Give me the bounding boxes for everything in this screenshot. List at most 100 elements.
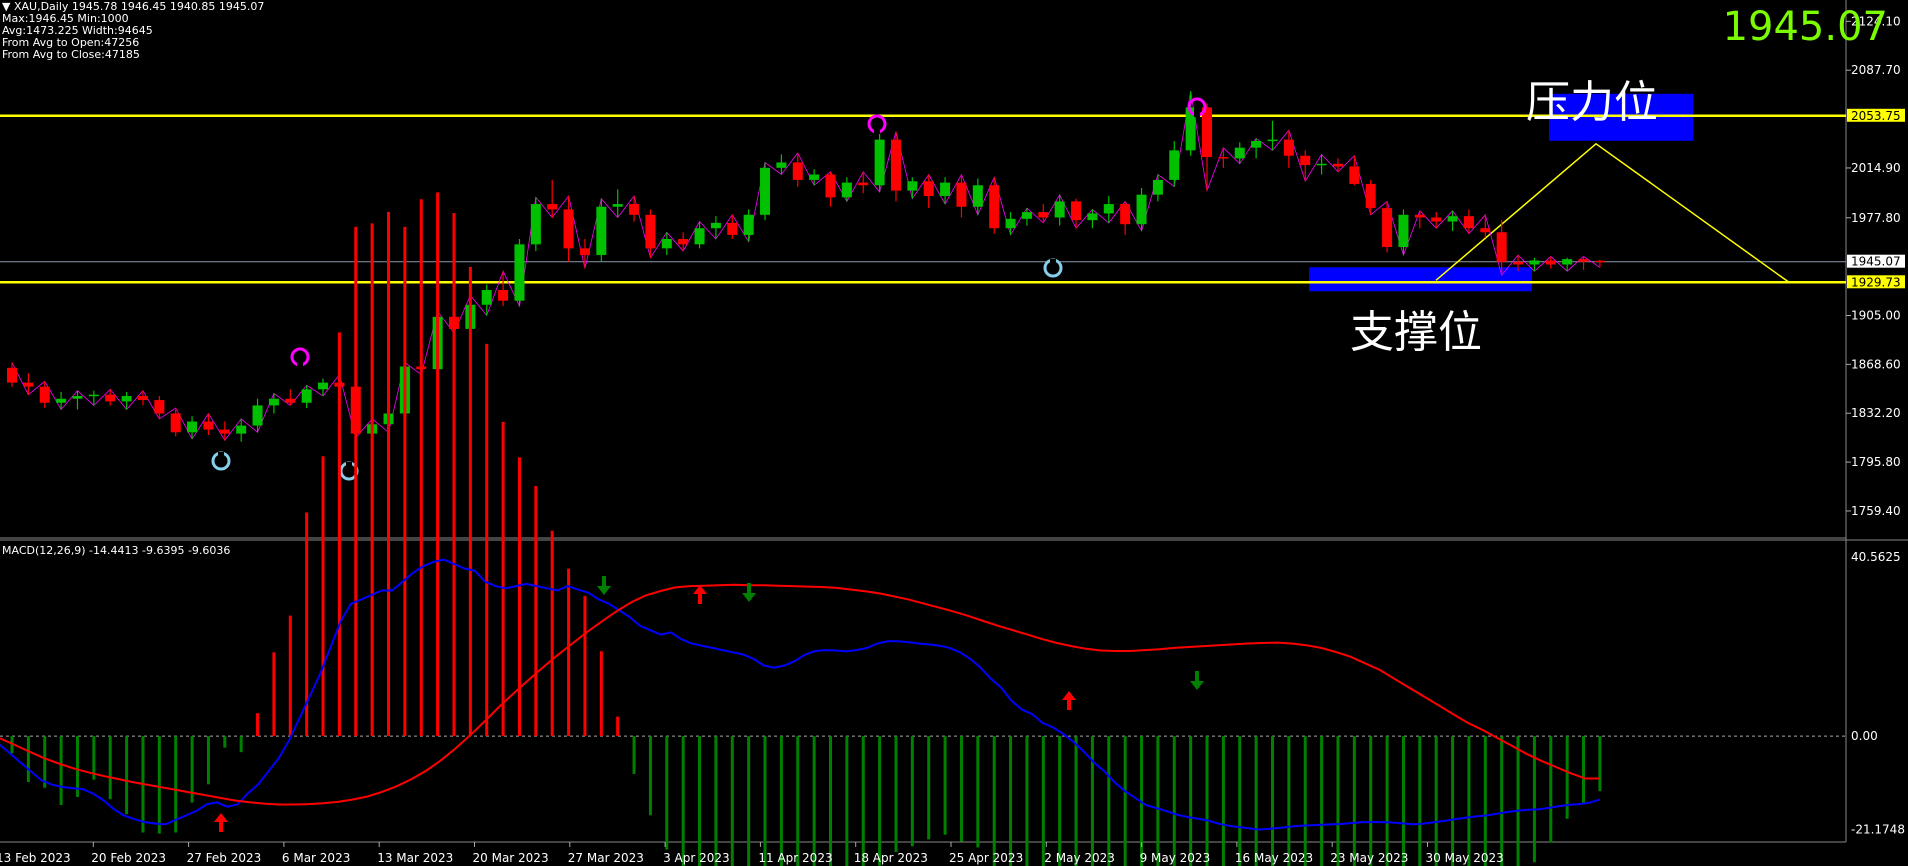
candle-body (825, 174, 836, 198)
time-tick-label: 13 Mar 2023 (377, 851, 453, 865)
candle-body (23, 382, 34, 387)
candle-body (579, 248, 590, 256)
zigzag-path (11, 91, 1601, 442)
candle-body (858, 182, 869, 186)
time-tick-label: 11 Apr 2023 (758, 851, 832, 865)
candle-body (1480, 228, 1491, 233)
candle-body (645, 214, 656, 249)
macd-buy-arrow-head (214, 813, 228, 822)
fractal-high-marker (1187, 97, 1207, 117)
fractal-high-marker-gap (1194, 107, 1200, 117)
candle-body (710, 222, 721, 229)
macd-buy-arrow (1062, 691, 1076, 710)
candle-body (956, 182, 967, 207)
candle-body (1103, 204, 1114, 214)
symbol-header: ▼ XAU,Daily 1945.78 1946.45 1940.85 1945… (2, 0, 265, 13)
macd-buy-arrow-head (693, 585, 707, 594)
macd-tick-label: 40.5625 (1851, 550, 1901, 564)
time-tick-label: 6 Mar 2023 (282, 851, 350, 865)
price-tag-bg (1847, 275, 1905, 289)
price-tick-label: 1977.80 (1851, 211, 1901, 225)
candle-body (678, 238, 689, 245)
candle-body (1365, 183, 1376, 209)
candle-body (1005, 218, 1016, 229)
candle-body (268, 398, 279, 406)
price-tick-label: 1868.60 (1851, 357, 1901, 371)
candle-body (1414, 214, 1425, 218)
time-tick-label: 30 May 2023 (1426, 851, 1504, 865)
fractal-low-marker-gap (1050, 259, 1056, 269)
candle-body (154, 400, 165, 414)
price-tick-label: 2087.70 (1851, 63, 1901, 77)
candle-body (203, 421, 214, 430)
candle-body (874, 139, 885, 186)
fractal-high-marker (290, 347, 310, 367)
candle-body (1087, 213, 1098, 221)
candle-body (1562, 259, 1573, 265)
support-zone (1309, 267, 1532, 292)
price-tick-label: 2014.90 (1851, 161, 1901, 175)
candle-body (727, 222, 738, 235)
candle-body (1136, 194, 1147, 225)
time-tick-label: 23 May 2023 (1330, 851, 1408, 865)
time-tick-label: 20 Feb 2023 (91, 851, 166, 865)
candle-body (890, 139, 901, 191)
macd-sell-arrow-head (742, 593, 756, 602)
time-tick-label: 27 Mar 2023 (568, 851, 644, 865)
resistance-label: 压力位 (1526, 77, 1658, 128)
support-label: 支撑位 (1350, 307, 1482, 358)
candle-body (1316, 163, 1327, 166)
time-tick-label: 3 Apr 2023 (663, 851, 730, 865)
candle-body (1202, 107, 1213, 158)
candle-body (923, 181, 934, 197)
macd-buy-arrow-head (1062, 691, 1076, 700)
candle-body (989, 185, 1000, 229)
time-tick-label: 9 May 2023 (1140, 851, 1211, 865)
macd-label: MACD(12,26,9) -14.4413 -9.6395 -9.6036 (2, 544, 231, 557)
candle-body (121, 396, 132, 402)
price-tick-label: 1759.40 (1851, 504, 1901, 518)
macd-buy-arrow-shaft (698, 594, 702, 604)
candle-body (252, 405, 263, 426)
info-avg-close: From Avg to Close:47185 (2, 48, 140, 61)
candle-body (1071, 201, 1082, 221)
candle-body (1332, 163, 1343, 167)
candle-body (1594, 260, 1605, 263)
macd-sell-arrow-head (597, 586, 611, 595)
candle-body (1218, 157, 1229, 159)
signal-line (0, 583, 1600, 806)
candle-body (907, 181, 918, 191)
candle-body (1021, 212, 1032, 219)
candle-body (547, 204, 558, 210)
candle-body (612, 204, 623, 207)
price-tick-label: 1832.20 (1851, 406, 1901, 420)
time-tick-label: 20 Mar 2023 (473, 851, 549, 865)
candle-body (1251, 140, 1262, 148)
candle-body (972, 185, 983, 207)
fractal-high-marker-gap (297, 357, 303, 367)
candle-body (1463, 216, 1474, 229)
candle-body (694, 228, 705, 245)
macd-tick-label: 0.00 (1851, 729, 1878, 743)
candle-body (1054, 201, 1065, 218)
candle-body (187, 421, 198, 433)
macd-sell-arrow (597, 576, 611, 595)
candle-body (1529, 260, 1540, 265)
macd-buy-arrow-shaft (219, 822, 223, 832)
time-tick-label: 25 Apr 2023 (949, 851, 1023, 865)
candle-body (514, 244, 525, 301)
macd-sell-arrow (1190, 671, 1204, 690)
macd-line (0, 558, 1601, 831)
resistance-zone (1549, 93, 1693, 141)
candle-body (743, 214, 754, 235)
macd-sell-arrow-shaft (602, 576, 606, 586)
fractal-high-marker (867, 114, 887, 134)
candle-body (1513, 261, 1524, 265)
macd-sell-arrow-shaft (1195, 671, 1199, 681)
candle-body (318, 382, 329, 390)
info-avg-open: From Avg to Open:47256 (2, 36, 140, 49)
candle-body (481, 289, 492, 305)
candle-body (1185, 107, 1196, 151)
macd-buy-arrow (214, 813, 228, 832)
candle-body (498, 289, 509, 301)
